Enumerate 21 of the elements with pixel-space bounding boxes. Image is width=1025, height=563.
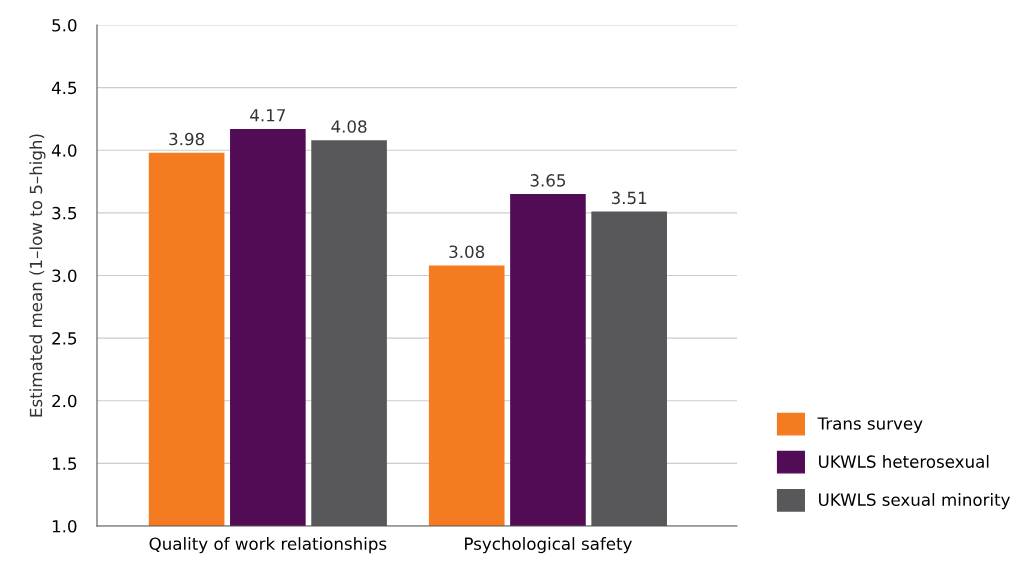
y-tick-label: 1.0 [52,519,77,533]
y-tick-label: 3.0 [52,269,77,283]
x-tick-label: Quality of work relationships [149,537,387,554]
data-label: 3.08 [449,245,485,259]
legend-label: Trans survey [817,417,923,434]
data-label: 4.08 [331,120,367,133]
data-label: 4.17 [250,109,285,122]
y-tick-label: 1.5 [52,457,77,470]
y-tick-label: 4.0 [51,144,77,157]
data-label: 3.98 [169,132,205,146]
y-tick-label: 2.5 [52,332,77,345]
legend-label: UKWLS heterosexual [819,455,989,468]
y-axis-title: Estimated mean (1–low to 5–high) [29,134,46,417]
data-label: 3.51 [611,191,647,205]
data-label: 3.65 [530,174,566,187]
y-tick-label: 5.0 [52,18,77,32]
legend-label: UKWLS sexual minority [819,493,1010,510]
y-tick-label: 3.5 [52,206,77,220]
y-tick-label: 2.0 [52,394,77,408]
x-tick-label: Psychological safety [465,537,632,554]
y-tick-label: 4.5 [51,81,77,95]
